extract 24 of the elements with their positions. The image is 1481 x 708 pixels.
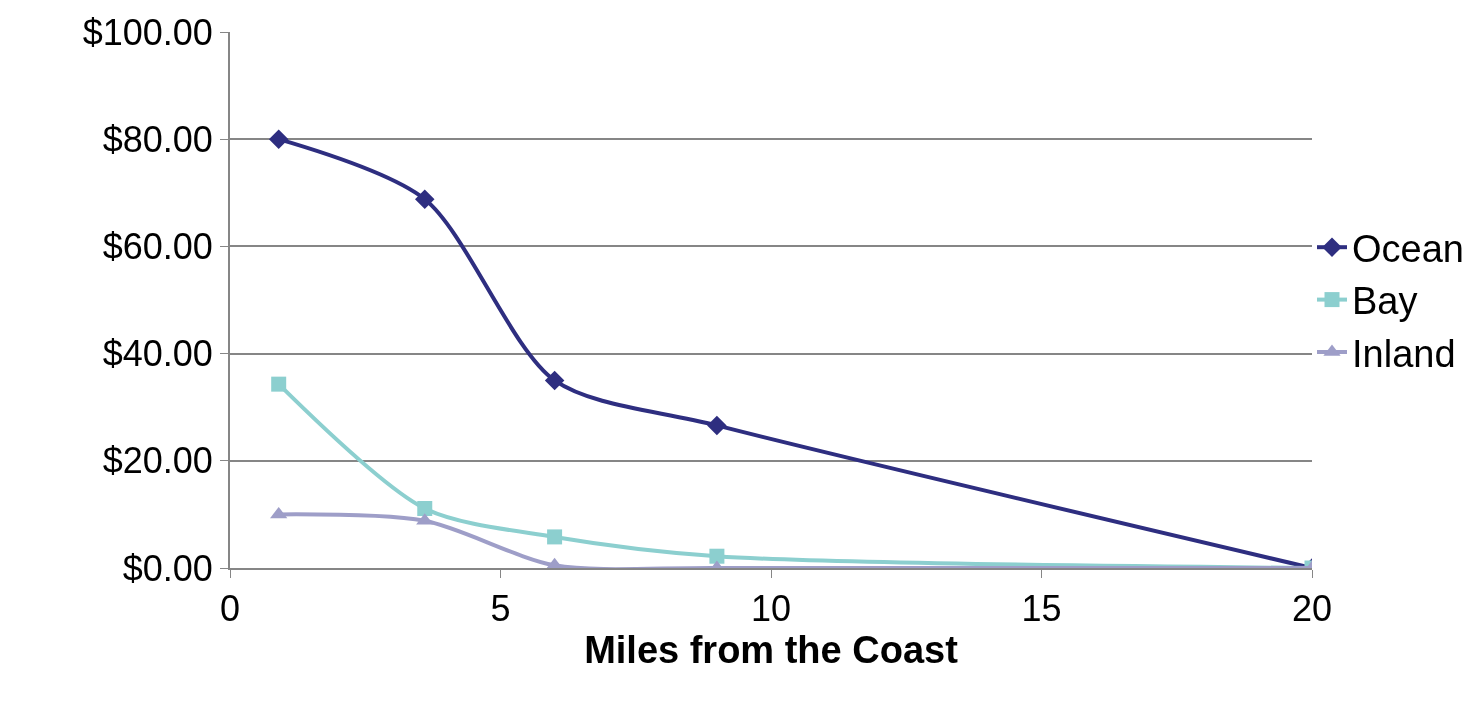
legend-label: Bay	[1352, 280, 1418, 323]
x-tick-label: 15	[1021, 588, 1062, 630]
y-tick-label: $60.00	[102, 226, 213, 267]
y-tick-label: $20.00	[102, 440, 213, 482]
y-tick-label: $80.00	[102, 118, 213, 160]
x-tick-label: 5	[490, 588, 511, 630]
y-tick-label: $40.00	[102, 333, 213, 375]
y-tick-label: $0.00	[122, 547, 213, 589]
x-tick-label: 0	[219, 588, 241, 630]
point	[417, 501, 433, 516]
point	[270, 506, 288, 519]
point	[707, 415, 727, 436]
x-tick-label: 10	[750, 588, 792, 630]
point	[415, 189, 435, 209]
point	[709, 548, 725, 564]
legend-label: Ocean	[1352, 228, 1464, 271]
x-axis-title: Miles from the Coast	[584, 629, 959, 672]
point	[271, 376, 287, 392]
y-tick-label: $100.00	[82, 11, 213, 53]
x-tick-label: 20	[1291, 588, 1333, 630]
point	[544, 370, 565, 391]
point	[547, 529, 563, 545]
legend-label: Inland	[1352, 332, 1456, 375]
point	[268, 129, 289, 149]
